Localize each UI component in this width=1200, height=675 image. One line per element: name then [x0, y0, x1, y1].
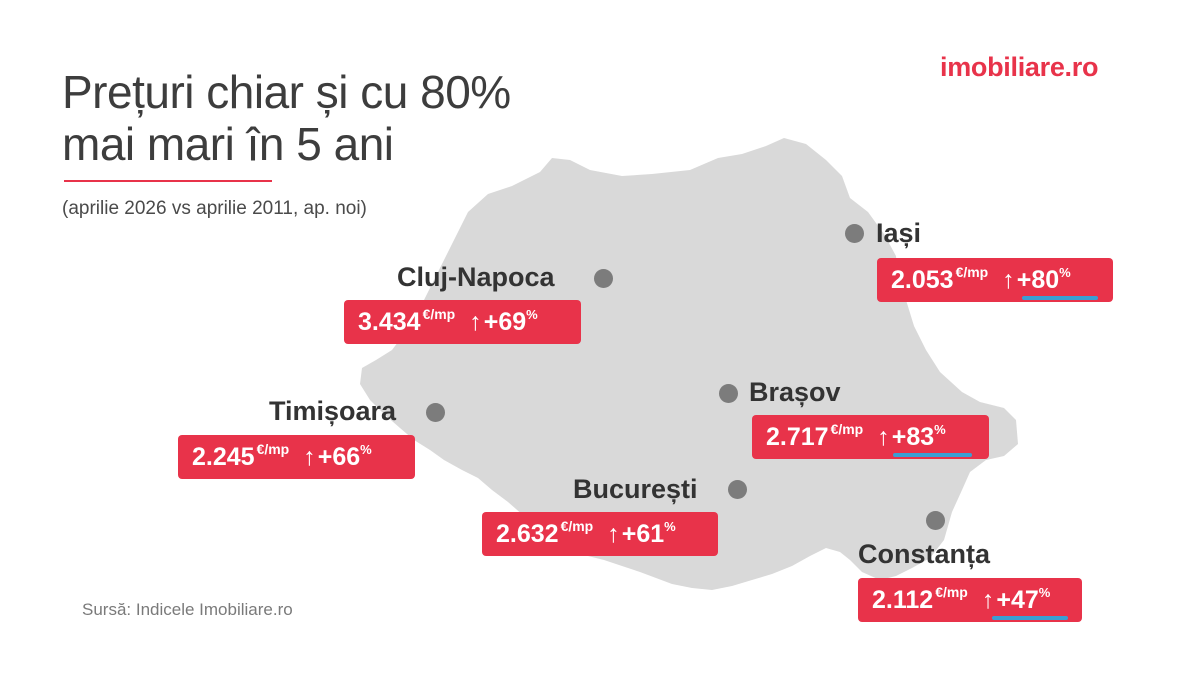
price-badge-cluj-napoca: 3.434 €/mp ↑+69 % — [344, 300, 581, 344]
price-badge-constanta: 2.112 €/mp ↑+47 % — [858, 578, 1082, 622]
price-unit: €/mp — [256, 441, 290, 457]
brand-logo: imobiliare.ro — [940, 52, 1099, 82]
city-name-constanta: Constanța — [858, 539, 991, 569]
price-badge-timisoara: 2.245 €/mp ↑+66 % — [178, 435, 415, 479]
source-note: Sursă: Indicele Imobiliare.ro — [82, 600, 293, 619]
price-value: 2.112 — [872, 585, 934, 614]
title-divider — [64, 180, 272, 182]
price-unit: €/mp — [560, 518, 594, 534]
highlight-underline-brasov — [893, 453, 972, 457]
romania-map-shape — [360, 138, 1018, 590]
price-change: ↑+83 — [877, 423, 934, 452]
percent-sign: % — [1059, 265, 1071, 280]
city-name-iasi: Iași — [876, 218, 922, 248]
title-line-1: Prețuri chiar și cu 80% — [62, 66, 511, 118]
price-unit: €/mp — [830, 421, 864, 437]
change-value: +61 — [621, 519, 665, 548]
city-marker-bucuresti — [728, 480, 747, 499]
percent-sign: % — [360, 442, 372, 457]
city-marker-timisoara — [426, 403, 445, 422]
subtitle: (aprilie 2026 vs aprilie 2011, ap. noi) — [62, 198, 367, 219]
change-value: +80 — [1016, 265, 1060, 294]
percent-sign: % — [934, 422, 946, 437]
arrow-up-icon: ↑ — [303, 442, 316, 471]
percent-sign: % — [526, 307, 538, 322]
arrow-up-icon: ↑ — [607, 519, 620, 548]
price-change: ↑+47 — [982, 586, 1039, 615]
price-value: 2.632 — [496, 519, 559, 548]
change-value: +47 — [996, 585, 1039, 614]
city-name-timisoara: Timișoara — [269, 396, 397, 426]
price-value: 2.245 — [192, 442, 255, 471]
city-marker-constanta — [926, 511, 945, 530]
price-value: 2.053 — [891, 265, 954, 294]
price-change: ↑+61 — [607, 520, 664, 549]
price-value: 2.717 — [766, 422, 829, 451]
price-unit: €/mp — [935, 584, 968, 600]
price-unit: €/mp — [422, 306, 456, 322]
arrow-up-icon: ↑ — [1002, 265, 1015, 294]
price-value: 3.434 — [358, 307, 421, 336]
title-line-2: mai mari în 5 ani — [62, 118, 394, 170]
city-name-brasov: Brașov — [749, 377, 841, 407]
change-value: +83 — [891, 422, 935, 451]
price-change: ↑+80 — [1002, 266, 1059, 295]
price-badge-iasi: 2.053 €/mp ↑+80 % — [877, 258, 1113, 302]
city-marker-brasov — [719, 384, 738, 403]
city-marker-iasi — [845, 224, 864, 243]
city-marker-cluj-napoca — [594, 269, 613, 288]
arrow-up-icon: ↑ — [877, 422, 890, 451]
page-title: Prețuri chiar și cu 80% mai mari în 5 an… — [62, 66, 511, 170]
change-value: +69 — [483, 307, 527, 336]
arrow-up-icon: ↑ — [469, 307, 482, 336]
highlight-underline-constanta — [992, 616, 1068, 620]
city-name-bucuresti: București — [573, 474, 698, 504]
change-value: +66 — [317, 442, 361, 471]
price-unit: €/mp — [955, 264, 989, 280]
price-change: ↑+69 — [469, 308, 526, 337]
percent-sign: % — [664, 519, 676, 534]
highlight-underline-iasi — [1022, 296, 1098, 300]
arrow-up-icon: ↑ — [981, 585, 995, 614]
city-name-cluj-napoca: Cluj-Napoca — [397, 262, 555, 292]
percent-sign: % — [1038, 585, 1051, 600]
price-badge-brasov: 2.717 €/mp ↑+83 % — [752, 415, 989, 459]
price-badge-bucuresti: 2.632 €/mp ↑+61 % — [482, 512, 718, 556]
price-change: ↑+66 — [303, 443, 360, 472]
